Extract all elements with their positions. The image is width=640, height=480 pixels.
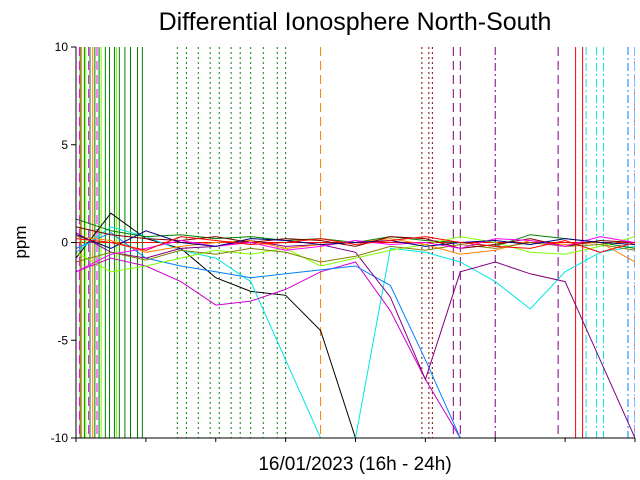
series-line — [76, 212, 461, 438]
series-line — [76, 232, 635, 438]
y-tick-label: 10 — [55, 40, 69, 54]
series-line — [76, 236, 635, 273]
y-axis-label: ppm — [11, 225, 30, 258]
chart-title: Differential Ionosphere North-South — [159, 8, 552, 36]
series-line — [76, 232, 461, 438]
y-tick-label: 0 — [61, 236, 68, 250]
series-line — [76, 257, 461, 438]
x-axis-label: 16/01/2023 (16h - 24h) — [258, 454, 451, 475]
plot-area — [76, 47, 635, 438]
y-tick-label: -10 — [51, 431, 69, 445]
axes: 10 5 0 -5 -10 — [51, 40, 636, 445]
series-line — [76, 241, 635, 263]
series-line — [76, 226, 635, 438]
series-line — [76, 230, 635, 249]
y-tick-label: -5 — [57, 333, 68, 347]
series-line — [76, 236, 635, 253]
series-line — [76, 226, 635, 249]
y-tick-label: 5 — [61, 138, 68, 152]
